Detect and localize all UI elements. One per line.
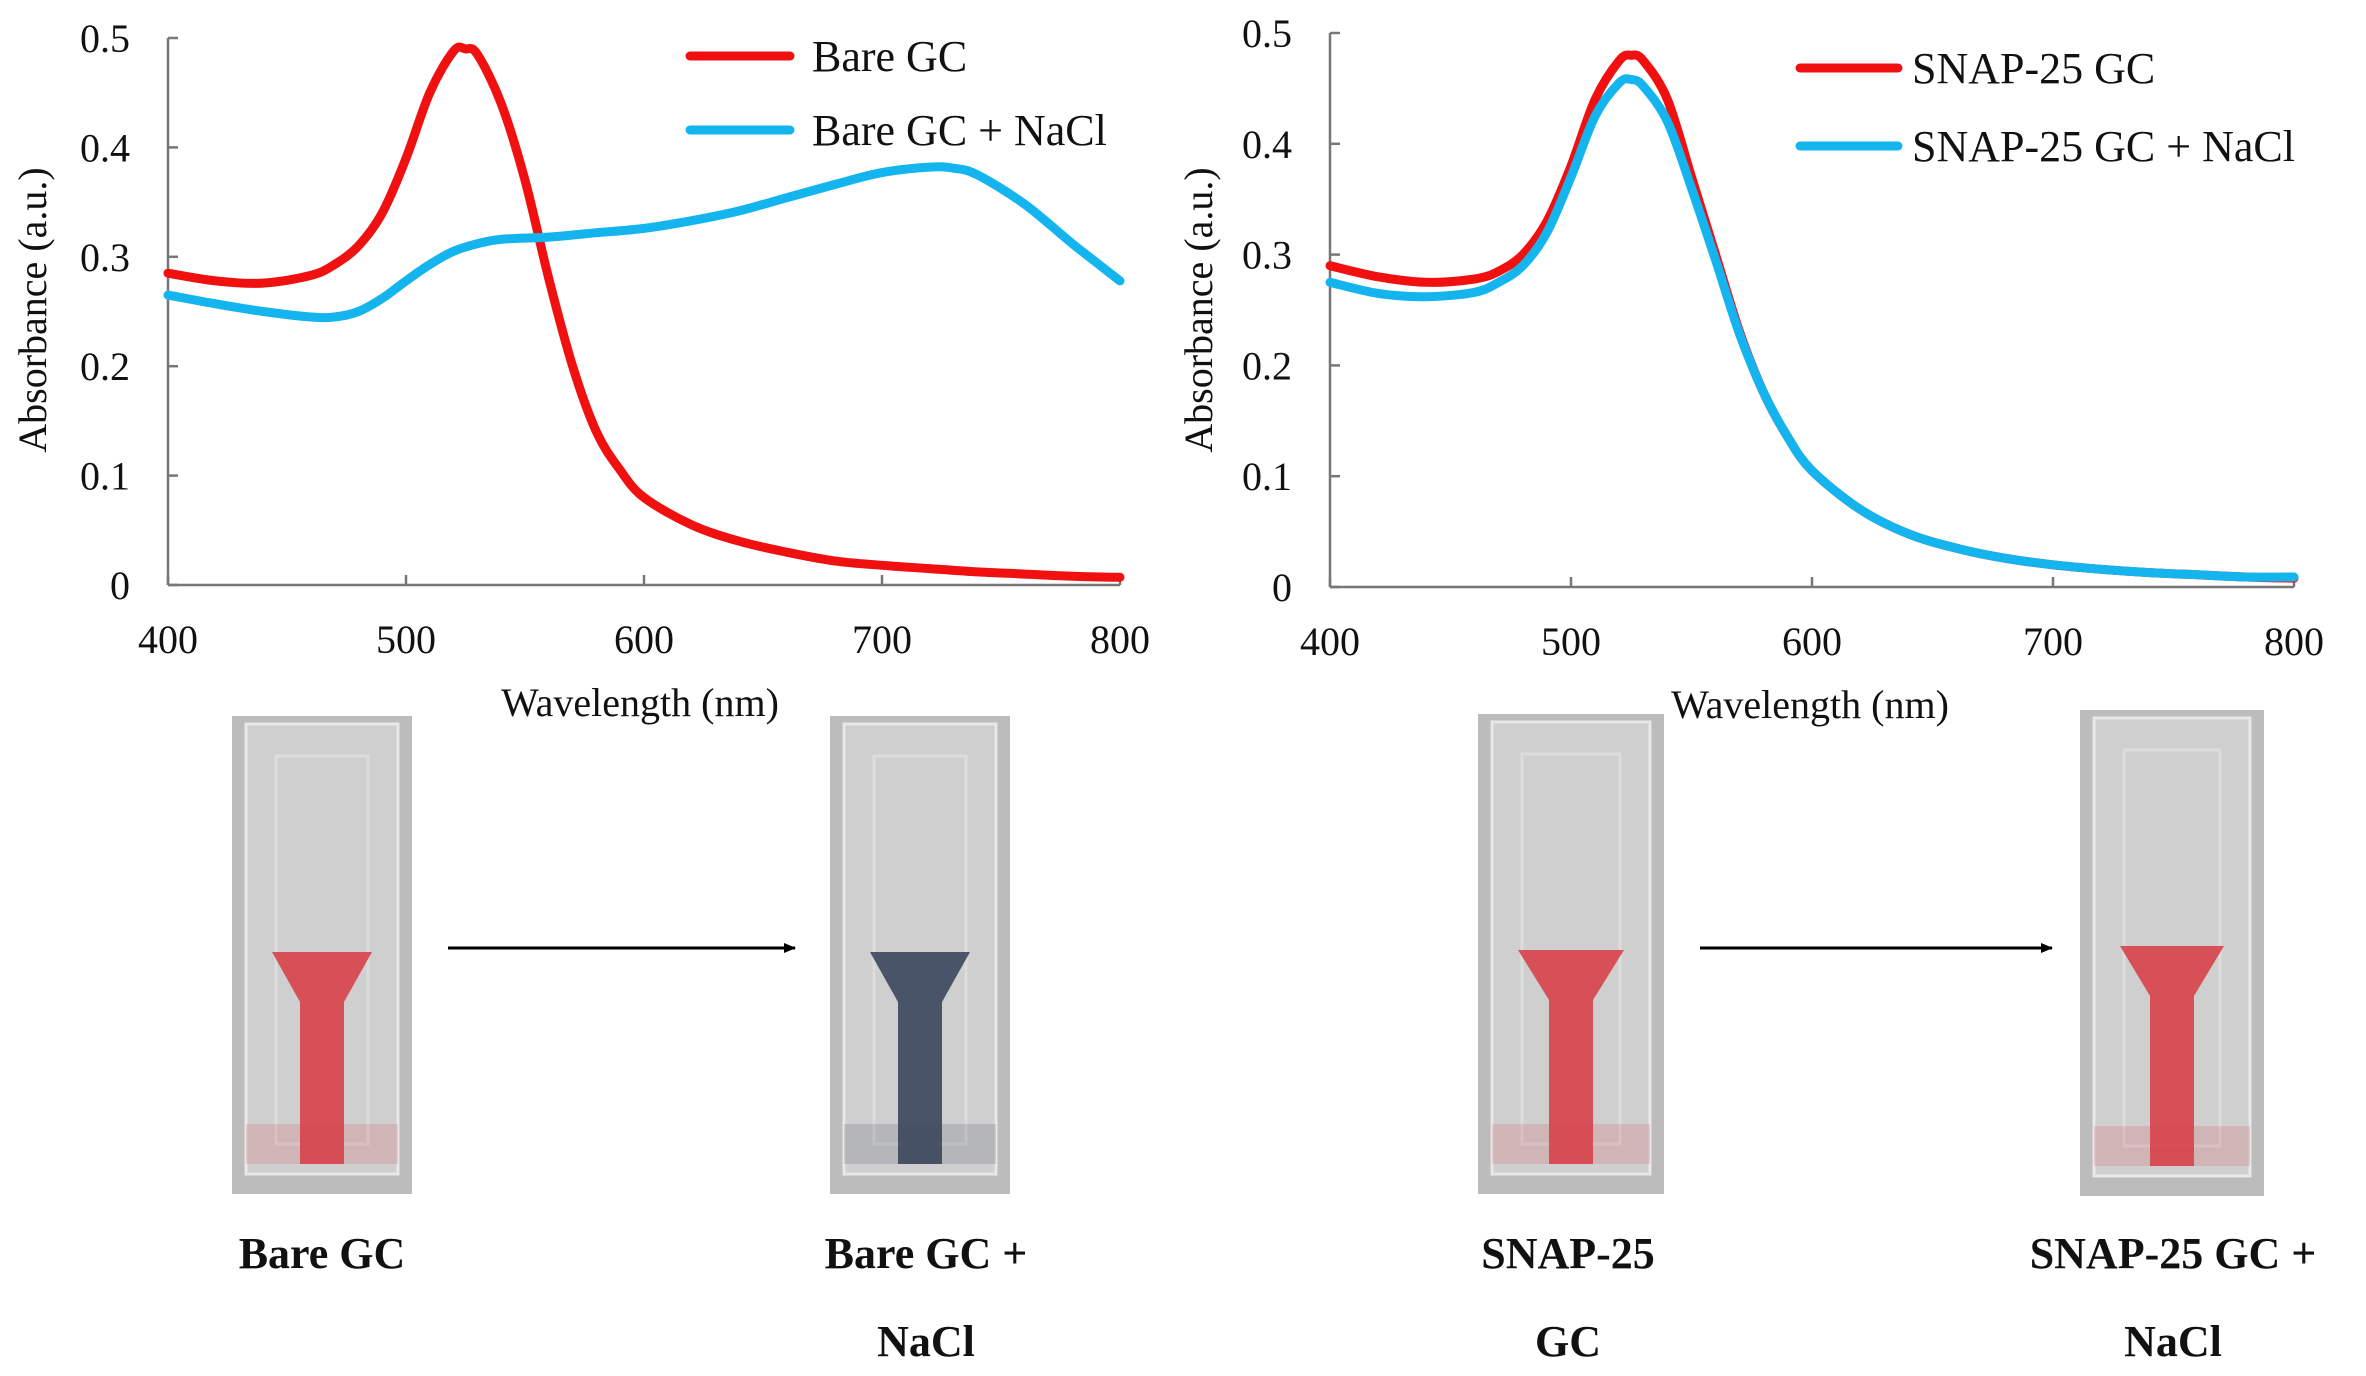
x-tick-label: 800 [1090,617,1150,662]
cuvette-solution [1518,950,1624,1164]
series-line-bare-gc-nacl [163,162,1125,323]
legend-label-snap-25-gc: SNAP-25 GC [1912,44,2155,93]
y-tick-label: 0.3 [1242,233,1292,278]
y-tick-label: 0.5 [80,16,130,61]
x-tick-label: 400 [138,617,198,662]
y-tick-label: 0.4 [1242,122,1292,167]
y-tick-label: 0 [110,563,130,608]
y-tick-label: 0.4 [80,125,130,170]
photo-bare-gc: Bare GC [232,716,412,1278]
cuvette-base-tint [246,1124,398,1164]
x-tick-label: 700 [852,617,912,662]
cuvette-base-tint [1492,1124,1650,1164]
photo-snap25-gc: SNAP-25 GC [1478,714,1664,1366]
cuvette-base-tint [844,1124,996,1164]
legend-label-snap-25-gc-nacl: SNAP-25 GC + NaCl [1912,122,2295,171]
photo-caption-line: SNAP-25 [1481,1229,1655,1278]
photo-snap25-gc-nacl: SNAP-25 GC + NaCl [2030,710,2317,1366]
photo-caption-line: GC [1535,1317,1601,1366]
photo-caption-line: NaCl [2124,1317,2222,1366]
photo-caption-line: SNAP-25 GC + [2030,1229,2317,1278]
cuvette-solution [870,952,970,1164]
x-axis-title: Wavelength (nm) [1671,682,1949,727]
cuvette-base-tint [2094,1126,2250,1166]
x-tick-label: 500 [376,617,436,662]
x-tick-label: 500 [1541,619,1601,664]
x-tick-label: 800 [2264,619,2324,664]
x-tick-label: 400 [1300,619,1360,664]
y-tick-label: 0 [1272,565,1292,610]
x-tick-label: 600 [614,617,674,662]
y-axis-title: Absorbance (a.u.) [1176,167,1221,452]
y-axis-title: Absorbance (a.u.) [10,167,55,452]
x-tick-label: 700 [2023,619,2083,664]
photo-caption-line: Bare GC + [825,1229,1028,1278]
legend-label-bare-gc: Bare GC [812,32,967,81]
legend-label-bare-gc-nacl: Bare GC + NaCl [812,106,1107,155]
photo-caption-line: Bare GC [239,1229,406,1278]
chart-snap25-gc: 400 500 600 700 800 0 0.1 0.2 0.3 0.4 0.5 Wavelengt… [1176,11,2324,727]
chart-bare-gc: 400 500 600 700 800 0 0.1 0.2 0.3 0.4 0.5 Wavelengt… [10,16,1150,725]
y-tick-label: 0.1 [80,454,130,499]
cuvette-solution [2120,946,2224,1166]
series-line-snap-25-gc-nacl [1325,74,2299,582]
photo-bare-gc-nacl: Bare GC + NaCl [825,716,1028,1366]
series-line-bare-gc [163,42,1125,582]
y-tick-label: 0.5 [1242,11,1292,56]
cuvette-solution [272,952,372,1164]
y-tick-label: 0.2 [1242,343,1292,388]
y-tick-label: 0.2 [80,344,130,389]
photo-caption-line: NaCl [877,1317,975,1366]
y-tick-label: 0.1 [1242,454,1292,499]
x-tick-label: 600 [1782,619,1842,664]
y-tick-label: 0.3 [80,235,130,280]
x-axis-title: Wavelength (nm) [501,680,779,725]
